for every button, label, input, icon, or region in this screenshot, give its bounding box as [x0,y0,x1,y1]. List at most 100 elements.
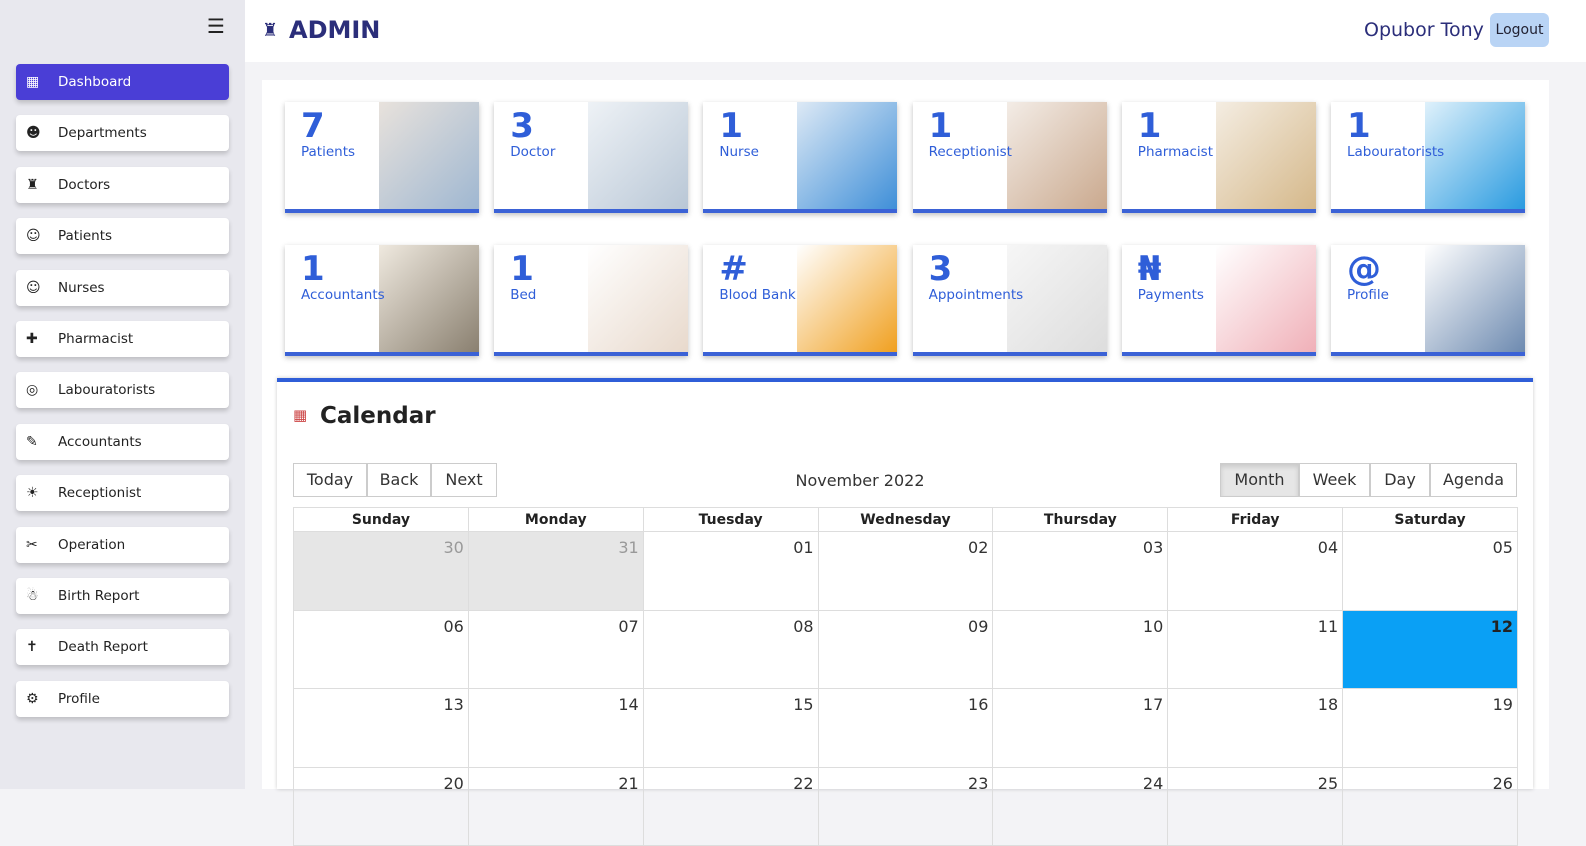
day-cell[interactable]: 22 [642,766,819,846]
card-label: Doctor [510,144,556,160]
menu-item[interactable]: Pharmacist ✚ [16,321,229,357]
day-cell[interactable]: 31 [467,531,644,611]
logout-button[interactable]: Logout [1490,13,1549,47]
menu-icon: ☻ [26,125,41,142]
card-count: 3 [928,249,953,289]
menu-item[interactable]: Accountants ✎ [16,423,229,460]
menu-icon: ☺ [26,279,41,296]
menu-item[interactable]: Labouratorists ◎ [16,372,229,409]
day-cell[interactable]: 08 [642,609,819,690]
day-cell[interactable]: 18 [1167,688,1344,768]
stat-card[interactable]: 1 Bed [494,245,689,356]
view-button[interactable]: Month [1220,463,1299,497]
card-image [588,245,689,352]
day-cell[interactable]: 15 [642,688,819,768]
stat-card[interactable]: # Blood Bank [703,245,898,356]
menu-item[interactable]: Operation ✂ [16,526,229,563]
menu-icon: ✚ [26,331,38,347]
day-cell[interactable]: 03 [992,531,1169,611]
day-cell[interactable]: 16 [817,688,994,768]
card-count: 1 [301,249,325,289]
stat-card[interactable]: 1 Labouratorists [1331,102,1525,213]
calendar-title: Calendar [320,403,436,429]
nav-button[interactable]: Next [431,463,497,497]
menu-item[interactable]: Birth Report ☃ [16,578,229,614]
weekday-header: Friday [1167,507,1344,532]
day-cell[interactable]: 23 [817,766,994,846]
day-cell[interactable]: 07 [467,609,644,690]
nav-button[interactable]: Today [293,463,367,497]
view-button[interactable]: Agenda [1430,463,1517,497]
view-button[interactable]: Day [1370,463,1430,497]
day-cell[interactable]: 25 [1167,766,1344,846]
stat-card[interactable]: 1 Pharmacist [1121,102,1316,213]
card-label: Blood Bank [719,287,796,303]
card-image [1215,102,1316,209]
card-label: Accountants [301,287,385,303]
card-label: Profile [1347,287,1389,303]
menu-icon: ✝ [26,639,38,656]
weekday-header: Tuesday [642,507,819,532]
menu-icon: ☀ [26,485,39,502]
stat-card[interactable]: 3 Appointments [912,245,1107,356]
stat-card[interactable]: ₦ Payments [1121,245,1316,356]
nav-button[interactable]: Back [367,463,431,497]
card-count: 1 [928,106,953,146]
menu-item[interactable]: Doctors ♜ [16,166,229,203]
day-cell[interactable]: 21 [467,766,644,846]
day-cell[interactable]: 20 [293,766,469,846]
stat-card[interactable]: 7 Patients [285,102,479,213]
menu-item[interactable]: Receptionist ☀ [16,475,229,512]
menu-item[interactable]: Nurses ☺ [16,269,229,306]
card-image [379,102,479,209]
card-label: Bed [510,287,537,303]
card-count: 7 [301,106,325,146]
card-image [1425,102,1525,209]
day-cell[interactable]: 04 [1167,531,1344,611]
day-cell[interactable]: 13 [293,688,469,768]
day-cell[interactable]: 10 [992,609,1169,690]
user-name: Opubor Tony [1364,19,1484,41]
day-cell[interactable]: 19 [1342,688,1518,768]
day-cell[interactable]: 14 [467,688,644,768]
day-cell[interactable]: 30 [293,531,469,611]
card-image [1425,245,1525,352]
day-cell[interactable]: 12 [1342,609,1518,690]
view-button[interactable]: Week [1299,463,1370,497]
admin-icon: ♜ [262,20,279,41]
card-count: ₦ [1137,249,1162,289]
stat-card[interactable]: @ Profile [1331,245,1525,356]
stat-card[interactable]: 1 Nurse [703,102,898,213]
card-count: 1 [719,106,744,146]
menu-item[interactable]: Patients ☺ [16,218,229,255]
day-cell[interactable]: 09 [817,609,994,690]
day-cell[interactable]: 02 [817,531,994,611]
menu-item[interactable]: Profile ⚙ [16,680,229,717]
stat-card[interactable]: 1 Accountants [285,245,479,356]
card-image [797,102,898,209]
day-cell[interactable]: 05 [1342,531,1518,611]
card-count: 1 [1137,106,1162,146]
card-count: # [719,249,748,289]
menu-item[interactable]: Dashboard ▦ [16,64,229,100]
card-count: 1 [510,249,534,289]
stat-card[interactable]: 1 Receptionist [912,102,1107,213]
menu-item[interactable]: Departments ☻ [16,115,229,152]
menu-toggle[interactable]: ☰ [207,14,225,38]
top-bar [245,0,1586,62]
day-cell[interactable]: 01 [642,531,819,611]
stat-card[interactable]: 3 Doctor [494,102,689,213]
day-cell[interactable]: 17 [992,688,1169,768]
day-cell[interactable]: 11 [1167,609,1344,690]
menu-item[interactable]: Death Report ✝ [16,629,229,666]
menu-icon: ◎ [26,382,39,399]
card-count: @ [1347,249,1381,289]
calendar-icon: ▦ [293,406,308,424]
day-cell[interactable]: 26 [1342,766,1518,846]
day-cell[interactable]: 06 [293,609,469,690]
card-label: Appointments [928,287,1024,303]
day-cell[interactable]: 24 [992,766,1169,846]
weekday-header: Saturday [1342,507,1518,532]
menu-icon: ☺ [26,228,41,245]
